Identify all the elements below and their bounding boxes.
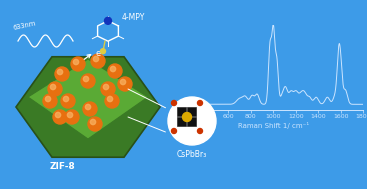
Circle shape: [93, 56, 99, 62]
Polygon shape: [16, 57, 160, 157]
Circle shape: [48, 82, 62, 96]
Circle shape: [101, 82, 115, 96]
Text: CsPbBr₃: CsPbBr₃: [177, 150, 207, 159]
Circle shape: [61, 94, 75, 108]
Circle shape: [81, 74, 95, 88]
Circle shape: [182, 112, 192, 122]
Circle shape: [83, 102, 97, 116]
Circle shape: [103, 84, 109, 90]
Circle shape: [73, 59, 79, 65]
Circle shape: [171, 129, 177, 133]
Circle shape: [63, 96, 69, 102]
FancyBboxPatch shape: [177, 117, 187, 127]
Circle shape: [67, 112, 73, 118]
X-axis label: Raman Shift 1/ cm⁻¹: Raman Shift 1/ cm⁻¹: [238, 122, 309, 129]
Circle shape: [110, 66, 116, 72]
Circle shape: [197, 101, 203, 105]
Circle shape: [83, 76, 89, 82]
Text: 633nm: 633nm: [12, 20, 36, 31]
Circle shape: [107, 96, 113, 102]
Circle shape: [50, 84, 56, 90]
Circle shape: [171, 101, 177, 105]
Text: 4-MPY: 4-MPY: [122, 12, 145, 22]
Circle shape: [88, 117, 102, 131]
FancyBboxPatch shape: [187, 107, 197, 117]
Circle shape: [55, 112, 61, 118]
FancyBboxPatch shape: [187, 117, 197, 127]
Circle shape: [108, 64, 122, 78]
Circle shape: [86, 104, 91, 110]
Circle shape: [101, 49, 105, 54]
Circle shape: [65, 110, 79, 124]
Circle shape: [118, 77, 132, 91]
Circle shape: [105, 17, 112, 24]
Circle shape: [120, 79, 126, 85]
Circle shape: [55, 67, 69, 81]
Polygon shape: [28, 59, 148, 139]
Circle shape: [105, 94, 119, 108]
FancyBboxPatch shape: [177, 107, 187, 117]
Circle shape: [57, 69, 63, 75]
Circle shape: [53, 110, 67, 124]
Circle shape: [197, 129, 203, 133]
Circle shape: [46, 96, 51, 102]
Circle shape: [71, 57, 85, 71]
Circle shape: [91, 54, 105, 68]
Circle shape: [43, 94, 57, 108]
Text: e⁻: e⁻: [96, 50, 106, 59]
Text: ZIF-8: ZIF-8: [49, 162, 75, 171]
Circle shape: [168, 97, 216, 145]
Circle shape: [90, 119, 96, 125]
